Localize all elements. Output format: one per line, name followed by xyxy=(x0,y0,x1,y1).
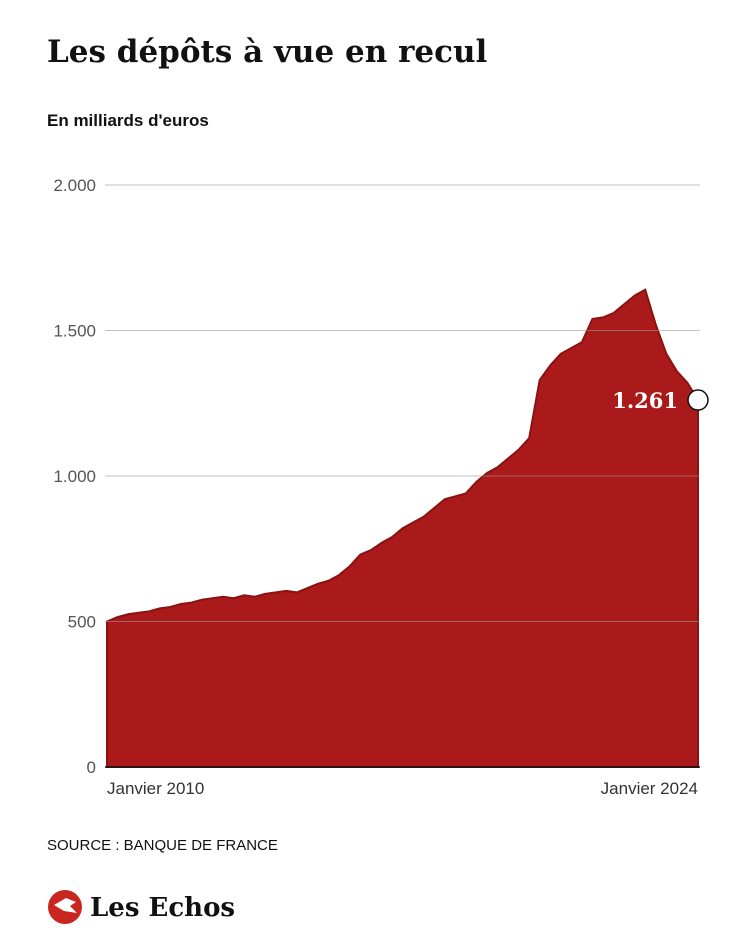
brand-logo-icon xyxy=(54,898,77,913)
chart-title: Les dépôts à vue en recul xyxy=(47,34,487,70)
y-tick-label: 500 xyxy=(68,613,96,632)
x-tick-label: Janvier 2010 xyxy=(107,779,204,798)
brand-name: Les Echos xyxy=(90,893,235,923)
source: SOURCE : BANQUE DE FRANCE xyxy=(47,837,278,854)
value-label: 1.261 xyxy=(612,388,678,413)
y-tick-label: 1.500 xyxy=(53,322,96,341)
area xyxy=(106,288,699,768)
y-tick-label: 2.000 xyxy=(53,176,96,195)
y-tick-label: 1.000 xyxy=(53,467,96,486)
chart-subtitle: En milliards d'euros xyxy=(47,111,209,130)
x-tick-label: Janvier 2024 xyxy=(601,779,698,798)
y-tick-label: 0 xyxy=(87,758,96,777)
end-point xyxy=(687,389,709,411)
